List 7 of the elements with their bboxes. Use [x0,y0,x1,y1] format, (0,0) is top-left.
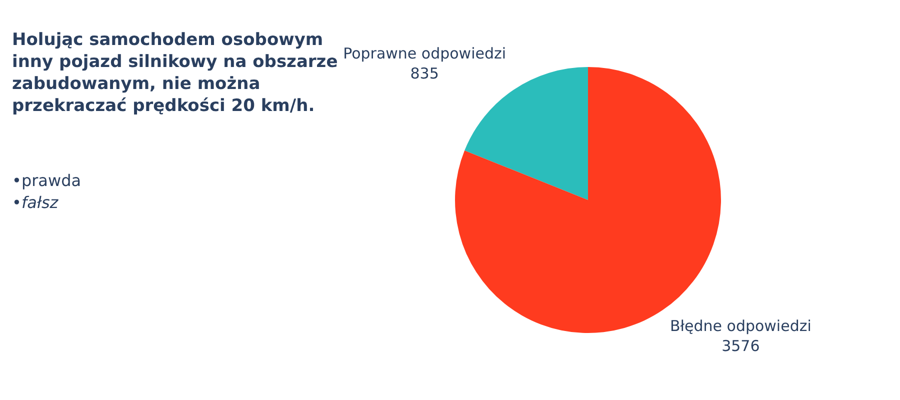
data-label: 3576 [722,337,760,356]
text: •fałsz [12,192,60,214]
slice-label: Poprawne odpowiedzi [343,44,506,63]
data-label: 835 [410,64,439,83]
text: Holując samochodem osobowym inny pojazd silnikowy na obszarze zabudowanym, nie można przekraczać prędkości 20 km/h. [12,30,338,116]
slice-label: Błędne odpowiedzi [670,317,812,336]
text: •prawda [12,170,82,192]
